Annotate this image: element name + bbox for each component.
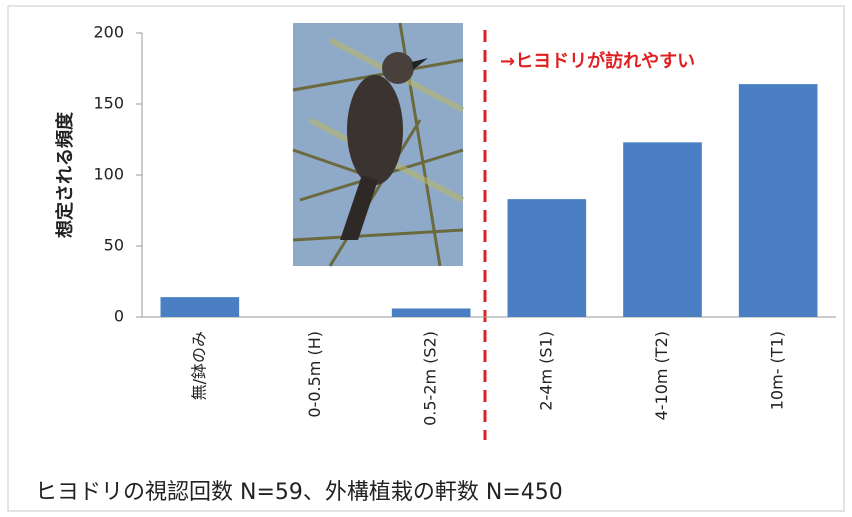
y-tick-label: 0 bbox=[114, 307, 124, 326]
bar bbox=[738, 84, 818, 318]
x-tick-label: 2-4m (S1) bbox=[536, 331, 555, 411]
y-tick-label: 200 bbox=[93, 23, 124, 42]
x-tick-label: 0-0.5m (H) bbox=[305, 331, 324, 418]
caption: ヒヨドリの視認回数 N=59、外構植栽の軒数 N=450 bbox=[35, 480, 563, 505]
annotation: →ヒヨドリが訪れやすい bbox=[500, 50, 695, 72]
x-tick-label: 無/鉢のみ bbox=[189, 331, 208, 400]
y-tick-label: 50 bbox=[104, 236, 124, 255]
x-tick-label: 10m- (T1) bbox=[768, 331, 787, 410]
x-tick-label: 4-10m (T2) bbox=[652, 331, 671, 420]
y-tick-label: 150 bbox=[93, 94, 124, 113]
bar bbox=[623, 142, 702, 317]
bar bbox=[160, 297, 240, 317]
y-axis-label: 想定される頻度 bbox=[54, 111, 76, 238]
bar bbox=[507, 199, 587, 317]
x-tick-label: 0.5-2m (S2) bbox=[421, 331, 440, 426]
bar bbox=[391, 308, 471, 317]
photo bbox=[292, 22, 465, 267]
y-tick-label: 100 bbox=[93, 165, 124, 184]
